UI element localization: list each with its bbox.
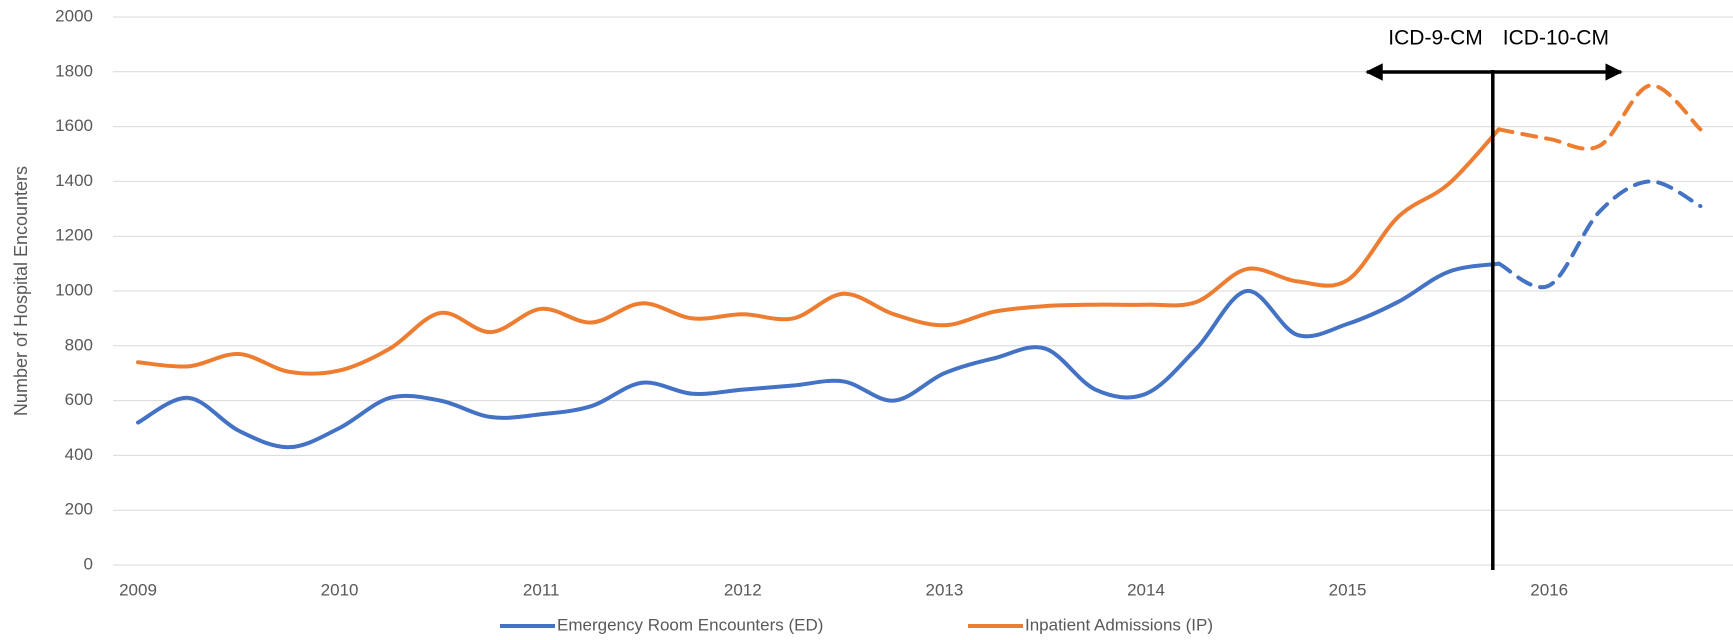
x-tick-label: 2013 [925, 580, 963, 599]
series-line-dashed [1496, 179, 1703, 290]
x-tick-label: 2014 [1127, 580, 1165, 599]
legend-label: Emergency Room Encounters (ED) [557, 615, 823, 634]
x-tick-label: 2015 [1329, 580, 1367, 599]
series-line [136, 261, 1501, 450]
series-line [136, 127, 1501, 376]
x-tick-label: 2016 [1530, 580, 1568, 599]
y-tick-label: 1400 [55, 171, 93, 190]
y-tick-label: 400 [65, 445, 93, 464]
annotation: ICD-10-CM [1503, 27, 1609, 50]
series-line-dashed [1496, 83, 1703, 151]
y-tick-label: 600 [65, 390, 93, 409]
y-tick-label: 1200 [55, 226, 93, 245]
legend-label: Inpatient Admissions (IP) [1025, 615, 1213, 634]
x-tick-label: 2010 [321, 580, 359, 599]
x-tick-label: 2011 [523, 580, 560, 599]
y-tick-label: 1600 [55, 116, 93, 135]
y-tick-label: 2000 [55, 6, 93, 25]
y-tick-label: 800 [65, 335, 93, 354]
annotation: ICD-9-CM [1388, 27, 1483, 50]
y-tick-label: 200 [65, 500, 93, 519]
y-tick-label: 0 [84, 554, 93, 573]
y-tick-label: 1800 [55, 61, 93, 80]
y-tick-label: 1000 [55, 280, 93, 299]
x-tick-label: 2009 [119, 580, 157, 599]
y-axis-label: Number of Hospital Encounters [11, 166, 31, 416]
x-tick-label: 2012 [724, 580, 762, 599]
